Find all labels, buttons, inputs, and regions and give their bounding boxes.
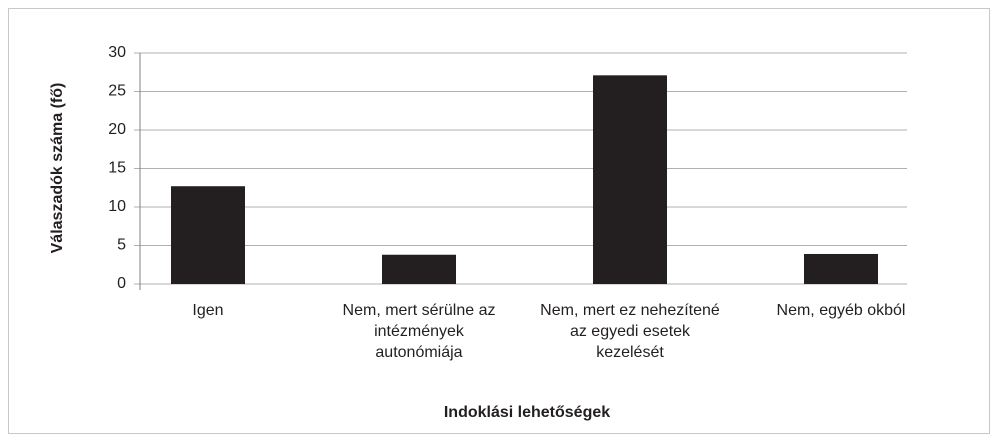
chart-border (8, 8, 990, 434)
x-tick-label: Igen (192, 302, 224, 319)
y-tick-label: 20 (108, 121, 126, 138)
x-tick-label: Nem, egyéb okból (776, 302, 906, 319)
y-tick-label: 10 (108, 198, 126, 215)
y-axis-label: Válaszadók száma (fő) (49, 83, 66, 254)
bar (593, 75, 667, 284)
x-axis-label: Indoklási lehetőségek (444, 404, 610, 421)
bar (804, 253, 878, 284)
y-tick-label: 30 (108, 44, 126, 61)
y-tick-label: 15 (108, 160, 126, 177)
y-tick-label: 5 (117, 237, 126, 254)
bar (382, 254, 456, 284)
x-tick-label: Nem, mert ez nehezítené az egyedi esetek… (540, 302, 720, 361)
y-tick-label: 25 (108, 83, 126, 100)
bar (171, 186, 245, 284)
y-tick-label: 0 (117, 275, 126, 292)
x-tick-label: Nem, mert sérülne az intézmények autonóm… (342, 302, 496, 361)
